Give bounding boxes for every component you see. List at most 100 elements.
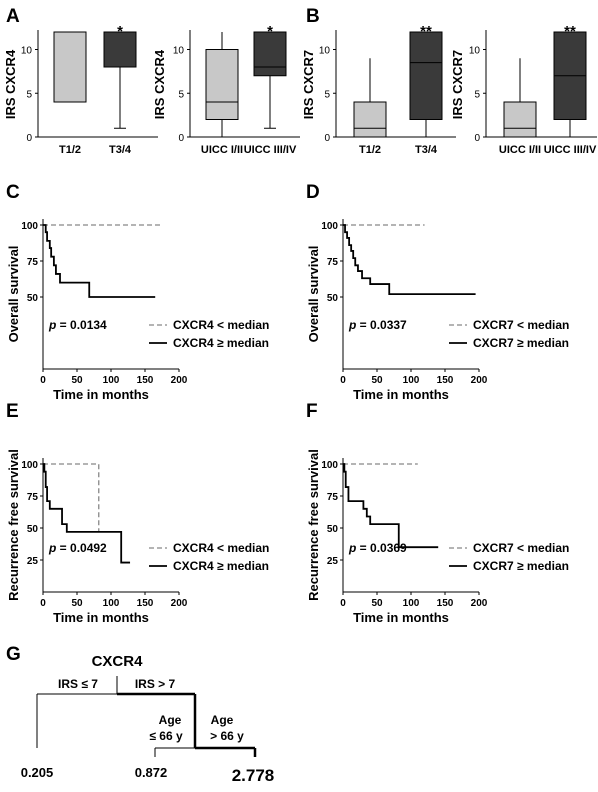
x-tick-label: 100: [403, 375, 420, 386]
y-tick-label: 5: [26, 89, 32, 100]
y-tick-label: 10: [319, 46, 331, 57]
survival-curve-low: [43, 463, 100, 532]
survival-curve-high: [43, 463, 131, 564]
x-tick-label: 0: [40, 375, 46, 386]
p-value-label: p = 0.0337: [348, 318, 407, 332]
significance-mark: **: [564, 23, 576, 40]
y-tick-label: 50: [27, 524, 39, 535]
x-axis-title: Time in months: [353, 610, 449, 625]
legend-label: CXCR7 ≥ median: [473, 559, 569, 573]
p-symbol: p: [348, 541, 356, 555]
box: [253, 31, 287, 77]
y-tick-label: 0: [324, 133, 330, 144]
panel-label-c: C: [6, 182, 20, 203]
y-axis-title: IRS CXCR4: [3, 49, 18, 119]
x-axis-title: Time in months: [53, 610, 149, 625]
x-tick-label: 0: [340, 375, 346, 386]
p-value-label: p = 0.0134: [48, 318, 107, 332]
tree-age-left-line2: ≤ 66 y: [149, 729, 183, 743]
x-tick-label: 0: [340, 598, 346, 609]
tree-age-left-line1: Age: [159, 713, 182, 727]
y-axis-title: IRS CXCR4: [152, 49, 167, 119]
y-tick-label: 0: [26, 133, 32, 144]
y-tick-label: 100: [321, 221, 338, 232]
p-symbol: p: [48, 318, 56, 332]
box: [205, 49, 239, 120]
legend-label: CXCR7 < median: [473, 541, 569, 555]
p-symbol: p: [48, 541, 56, 555]
tree-leaf-left-value: 0.205: [21, 765, 54, 780]
decision-tree: CXCR4 IRS ≤ 7 IRS > 7 Age ≤ 66 y Age > 6…: [21, 653, 275, 785]
y-tick-label: 75: [327, 492, 339, 503]
km-plot-c: 50 75 100 0 50 100 150 200 Time in months Overall…: [6, 219, 269, 402]
legend-label: CXCR7 < median: [473, 318, 569, 332]
panel-label-a: A: [6, 6, 20, 27]
y-tick-label: 25: [327, 556, 339, 567]
tree-split-left-label: IRS ≤ 7: [58, 677, 98, 691]
p-value-text: = 0.0369: [356, 541, 407, 555]
p-value-text: = 0.0134: [56, 318, 107, 332]
legend-label: CXCR4 < median: [173, 318, 269, 332]
tree-age-right-line2: > 66 y: [210, 729, 244, 743]
x-tick-label: UICC I/II: [201, 144, 243, 156]
boxplot-b-right: 0 5 10 IRS CXCR7 UICC I/II UICC III/IV **: [450, 23, 597, 156]
y-tick-label: 75: [27, 257, 39, 268]
y-tick-label: 50: [327, 524, 339, 535]
panel-label-e: E: [6, 401, 19, 422]
survival-curve-high: [343, 463, 439, 549]
y-tick-label: 5: [324, 89, 330, 100]
km-plot-f: 25 50 75 100 0 50 100 150 200 Time in months Recur…: [306, 449, 569, 625]
significance-mark: *: [117, 23, 123, 40]
y-tick-label: 10: [469, 46, 481, 57]
x-tick-label: T3/4: [415, 144, 438, 156]
x-tick-label: 50: [371, 598, 383, 609]
y-tick-label: 75: [327, 257, 339, 268]
y-axis-title: Recurrence free survival: [6, 449, 21, 601]
x-axis-title: Time in months: [353, 387, 449, 402]
x-tick-label: 200: [471, 375, 488, 386]
panel-label-g: G: [6, 644, 21, 665]
panel-label-f: F: [306, 401, 318, 422]
significance-mark: **: [420, 23, 432, 40]
p-value-text: = 0.0337: [356, 318, 407, 332]
x-tick-label: UICC III/IV: [244, 144, 297, 156]
x-tick-label: 200: [471, 598, 488, 609]
panel-label-d: D: [306, 182, 320, 203]
tree-split-right-label: IRS > 7: [135, 677, 176, 691]
y-tick-label: 50: [327, 293, 339, 304]
significance-mark: *: [267, 23, 273, 40]
y-tick-label: 50: [27, 293, 39, 304]
p-symbol: p: [348, 318, 356, 332]
y-tick-label: 100: [21, 221, 38, 232]
tree-root-label: CXCR4: [92, 653, 144, 670]
survival-curve-high: [343, 224, 476, 296]
x-tick-label: T1/2: [59, 144, 81, 156]
x-tick-label: 100: [103, 598, 120, 609]
x-tick-label: 200: [171, 598, 188, 609]
x-tick-label: 150: [137, 375, 154, 386]
x-tick-label: 150: [437, 375, 454, 386]
x-axis-title: Time in months: [53, 387, 149, 402]
y-axis-title: Recurrence free survival: [306, 449, 321, 601]
y-tick-label: 0: [178, 133, 184, 144]
y-tick-label: 100: [321, 460, 338, 471]
boxplot-a-right: 0 5 10 IRS CXCR4 UICC I/II UICC III/IV *: [152, 23, 300, 156]
y-axis-title: Overall survival: [306, 246, 321, 343]
x-tick-label: 50: [71, 598, 83, 609]
x-tick-label: 200: [171, 375, 188, 386]
x-tick-label: 100: [103, 375, 120, 386]
box: [53, 31, 87, 103]
km-plot-d: 50 75 100 0 50 100 150 200 Time in months Overall…: [306, 219, 569, 402]
km-plot-e: 25 50 75 100 0 50 100 150 200 Time in months Recur…: [6, 449, 269, 625]
x-tick-label: 50: [71, 375, 83, 386]
box: [409, 31, 443, 120]
legend-label: CXCR4 < median: [173, 541, 269, 555]
x-tick-label: 150: [437, 598, 454, 609]
survival-curve-high: [43, 224, 156, 298]
legend-label: CXCR4 ≥ median: [173, 336, 269, 350]
x-tick-label: 150: [137, 598, 154, 609]
y-tick-label: 10: [173, 46, 185, 57]
legend-label: CXCR7 ≥ median: [473, 336, 569, 350]
